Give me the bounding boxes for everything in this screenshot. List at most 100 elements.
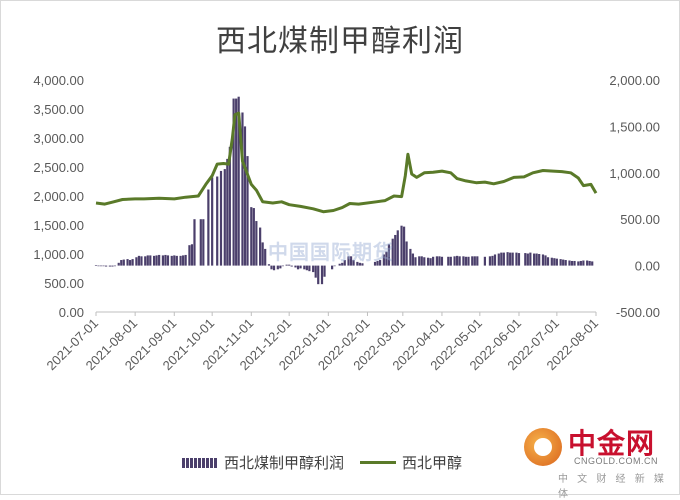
profit-bar xyxy=(533,253,536,266)
profit-bar xyxy=(261,242,264,266)
brand-name: 中金网 xyxy=(568,427,656,460)
profit-bar xyxy=(288,264,291,266)
profit-bar xyxy=(97,265,100,267)
brand-logo-icon xyxy=(524,428,562,466)
chart-legend: 西北煤制甲醇利润 西北甲醇 xyxy=(182,452,462,473)
profit-bar xyxy=(135,257,138,266)
profit-bar xyxy=(591,261,594,266)
profit-bar xyxy=(166,255,170,266)
profit-bar xyxy=(243,126,247,266)
profit-bar xyxy=(464,256,468,266)
profit-bar xyxy=(497,253,500,266)
profit-bar xyxy=(420,256,423,266)
left-axis-tick-label: 500.00 xyxy=(44,276,84,291)
profit-bar xyxy=(232,98,235,266)
profit-bar xyxy=(303,265,306,270)
right-axis-tick-label: 0.00 xyxy=(635,259,660,274)
profit-bar xyxy=(94,265,98,266)
profit-bar xyxy=(473,256,476,266)
profit-bar xyxy=(113,265,117,267)
profit-bar xyxy=(193,219,196,266)
watermark-text: 中国国际期货 xyxy=(268,240,394,264)
profit-bar xyxy=(423,257,426,266)
profit-bar xyxy=(391,238,394,266)
profit-bar xyxy=(432,256,435,266)
profit-bar xyxy=(102,265,105,267)
left-axis-tick-label: 2,000.00 xyxy=(33,189,84,204)
profit-bar xyxy=(211,177,214,266)
profit-bar xyxy=(488,256,492,266)
legend-line-swatch xyxy=(360,461,397,464)
profit-bar xyxy=(285,264,288,266)
profit-bar xyxy=(429,258,432,266)
profit-bar xyxy=(458,256,461,266)
profit-bar xyxy=(299,265,302,269)
profit-bar xyxy=(573,260,576,266)
profit-bar xyxy=(216,176,219,266)
profit-bar xyxy=(152,255,156,266)
profit-bar xyxy=(223,169,226,266)
profit-bar xyxy=(267,264,271,266)
profit-bar xyxy=(228,146,231,266)
profit-bar xyxy=(564,260,567,266)
right-axis-tick-label: -500.00 xyxy=(616,305,660,320)
profit-bar xyxy=(317,265,320,285)
left-axis-tick-label: 3,500.00 xyxy=(33,102,84,117)
profit-bar xyxy=(105,265,108,267)
profit-bar xyxy=(226,158,229,266)
profit-bar xyxy=(179,255,182,266)
profit-bar xyxy=(347,256,350,266)
profit-bar xyxy=(199,219,202,266)
profit-bar xyxy=(524,253,527,266)
profit-bar xyxy=(219,170,223,266)
profit-bar xyxy=(438,256,441,266)
profit-bar xyxy=(259,227,262,266)
legend-bar-swatch xyxy=(182,457,218,468)
profit-bar xyxy=(491,255,494,266)
profit-bar xyxy=(140,256,143,266)
profit-bar xyxy=(356,261,359,266)
profit-bar xyxy=(456,255,459,266)
profit-bar xyxy=(255,221,258,266)
legend-label-profit: 西北煤制甲醇利润 xyxy=(224,454,345,472)
profit-bar xyxy=(476,256,479,266)
profit-bar xyxy=(137,255,141,266)
profit-bar xyxy=(294,265,297,268)
profit-bar xyxy=(579,260,582,266)
profit-bar xyxy=(586,260,589,266)
profit-bar xyxy=(387,244,391,266)
profit-bar xyxy=(207,189,210,266)
profit-bar xyxy=(276,265,279,270)
profit-bar xyxy=(500,252,503,266)
profit-bar xyxy=(535,253,538,266)
profit-bar xyxy=(577,261,580,266)
profit-bar xyxy=(361,263,364,266)
profit-bar xyxy=(352,260,355,266)
profit-bar xyxy=(279,265,282,269)
profit-bar xyxy=(270,265,273,270)
profit-bar xyxy=(405,241,408,266)
profit-bar xyxy=(241,112,244,266)
profit-bar xyxy=(290,265,293,267)
brand-url: CNGOLD.COM.CN xyxy=(574,456,659,466)
profit-bar xyxy=(281,265,284,267)
profit-bar xyxy=(237,96,240,266)
profit-bar xyxy=(144,256,147,266)
profit-bar xyxy=(190,244,194,266)
profit-bar xyxy=(517,253,521,266)
profit-bar xyxy=(506,252,509,266)
profit-bar xyxy=(555,258,558,266)
profit-bar xyxy=(170,255,173,266)
price-line xyxy=(95,111,598,214)
profit-bar xyxy=(544,255,547,266)
profit-bar xyxy=(312,265,315,273)
profit-bar xyxy=(296,265,300,270)
profit-bar xyxy=(117,262,120,266)
profit-bar xyxy=(402,226,406,266)
profit-bar xyxy=(400,225,403,266)
profit-bar xyxy=(122,259,125,266)
profit-bar xyxy=(449,256,452,266)
left-axis-tick-label: 4,000.00 xyxy=(33,73,84,88)
profit-bar xyxy=(184,254,187,266)
profit-bar xyxy=(120,260,123,266)
